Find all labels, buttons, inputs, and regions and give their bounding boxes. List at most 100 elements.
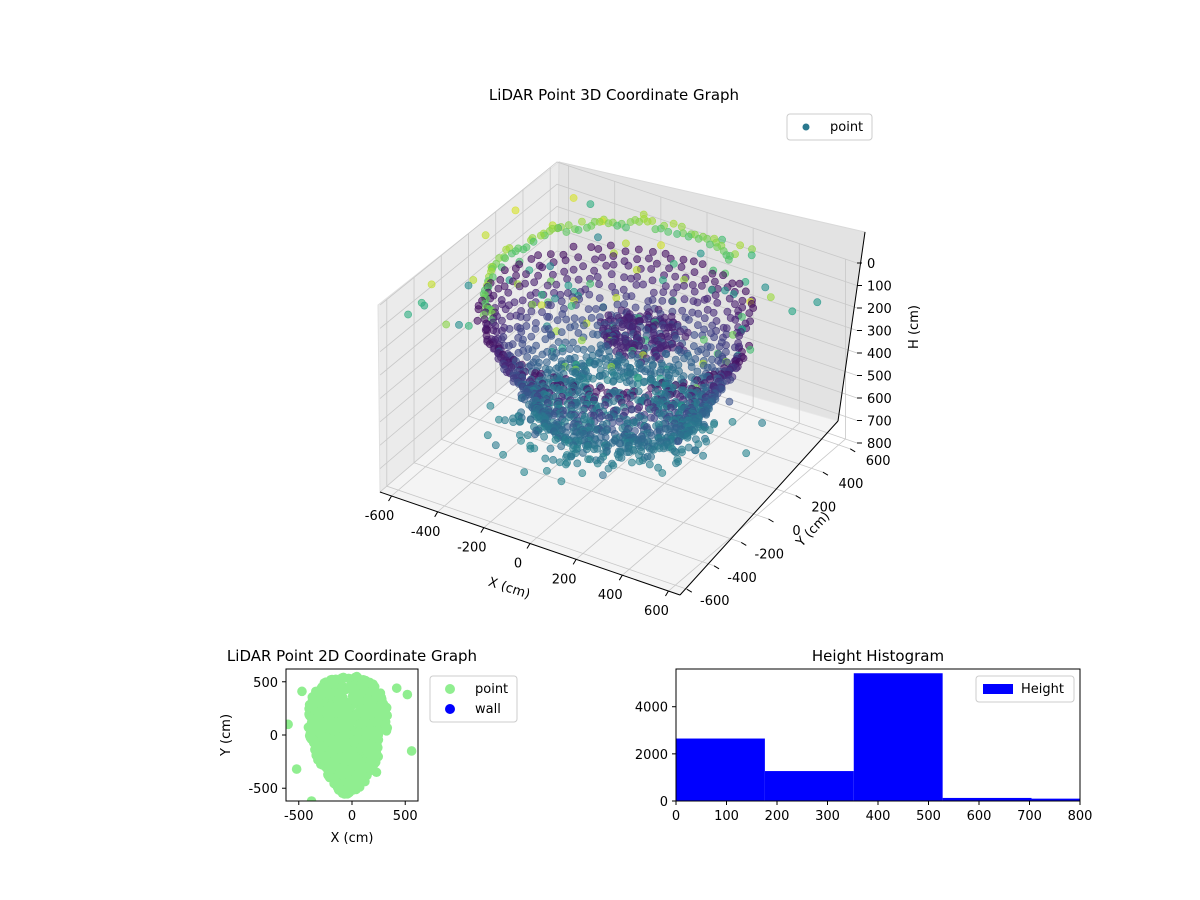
point-3d (473, 316, 482, 325)
point-3d (504, 288, 513, 297)
height-histogram-chart: Height Histogram 0 100 200 300 400 500 600 700 8… (635, 647, 1093, 824)
point-3d (483, 431, 492, 440)
point-3d (702, 437, 711, 446)
histogram-bar (1031, 798, 1080, 801)
grid-line-z (379, 250, 858, 399)
point-3d (634, 245, 643, 254)
point-3d (474, 305, 483, 314)
point-3d (708, 269, 717, 278)
point-3d (690, 268, 699, 276)
point-3d (673, 230, 681, 238)
y-tick-label-3d: 600 (866, 454, 891, 469)
point-3d (677, 222, 686, 231)
point-3d (591, 255, 599, 264)
point-3d (523, 431, 532, 440)
point-3d (624, 261, 633, 270)
legend-histogram-frame (975, 675, 1075, 703)
y-tick-label-2d: 0 (270, 729, 278, 744)
point-3d (526, 444, 535, 453)
point-3d (620, 273, 628, 282)
point-3d (536, 231, 545, 240)
point-2d (316, 689, 326, 699)
point-3d (702, 410, 711, 419)
point-2d (306, 718, 317, 729)
point-3d (567, 302, 576, 310)
point-3d (569, 265, 578, 274)
point-2d (371, 767, 382, 778)
point-3d (518, 296, 527, 305)
point-3d (593, 273, 602, 281)
point-3d (788, 307, 797, 316)
point-3d (590, 360, 599, 369)
x-axis-label-2d: X (cm) (331, 831, 374, 846)
z-tick-label-3d: 200 (867, 302, 892, 317)
point-3d (500, 266, 509, 275)
point-3d (497, 316, 506, 325)
point-3d (710, 333, 718, 342)
point-3d (627, 274, 635, 283)
point-3d (455, 320, 463, 329)
point-3d (617, 453, 626, 462)
point-3d (626, 218, 635, 226)
point-3d (658, 296, 667, 305)
point-3d (672, 448, 680, 457)
point-3d (722, 341, 730, 350)
z-tick-label-3d: 600 (867, 392, 892, 407)
point-3d (700, 295, 709, 304)
point-2d (291, 764, 302, 774)
point-3d (542, 358, 551, 367)
point-2d (350, 735, 360, 746)
x-tick-label-histogram: 0 (672, 809, 680, 824)
x-tick-label-2d: -500 (284, 809, 314, 824)
x-tick-mark-3d (665, 590, 669, 597)
point-3d (598, 253, 607, 262)
point-3d (594, 233, 602, 242)
point-3d (747, 251, 756, 260)
point-3d (672, 459, 680, 468)
point-3d (543, 281, 552, 290)
point-3d (684, 232, 693, 241)
point-2d (331, 708, 342, 718)
point-3d (541, 454, 550, 463)
x-tick-label-histogram: 300 (815, 809, 840, 824)
point-2d (311, 740, 321, 750)
point-3d (615, 439, 624, 448)
point-3d (528, 300, 537, 309)
point-3d (677, 263, 686, 271)
point-3d (647, 452, 655, 461)
point-2d (402, 689, 413, 700)
point-3d (634, 387, 643, 396)
point-3d (562, 315, 571, 324)
x-tick-mark-3d (434, 511, 439, 518)
point-3d (592, 305, 600, 313)
point-2d (339, 756, 350, 766)
point-3d (531, 325, 540, 333)
legend-3d-label: point (830, 120, 863, 135)
point-3d (738, 296, 747, 305)
point-3d (595, 280, 603, 288)
point-3d (527, 255, 536, 263)
z-tick-label-3d: 100 (867, 280, 892, 295)
point-3d (599, 471, 607, 479)
point-3d (699, 451, 707, 460)
point-3d (551, 435, 560, 444)
point-3d (541, 335, 550, 344)
point-3d (558, 310, 567, 318)
point-3d (649, 247, 657, 256)
histogram-bar (764, 771, 854, 801)
point-3d (569, 194, 578, 202)
point-3d (725, 294, 734, 303)
x-tick-mark-3d (572, 559, 577, 565)
point-3d (534, 271, 542, 280)
y-tick-label-3d: -200 (755, 547, 785, 562)
point-3d (519, 245, 528, 254)
point-3d (574, 253, 583, 262)
legend-3d: point (786, 113, 873, 141)
point-3d (683, 433, 692, 442)
point-3d (606, 241, 615, 250)
y-tick-label-3d: -600 (700, 594, 730, 609)
point-3d (659, 288, 668, 296)
point-3d (671, 272, 680, 281)
point-3d (650, 414, 659, 422)
point-3d (564, 281, 573, 290)
